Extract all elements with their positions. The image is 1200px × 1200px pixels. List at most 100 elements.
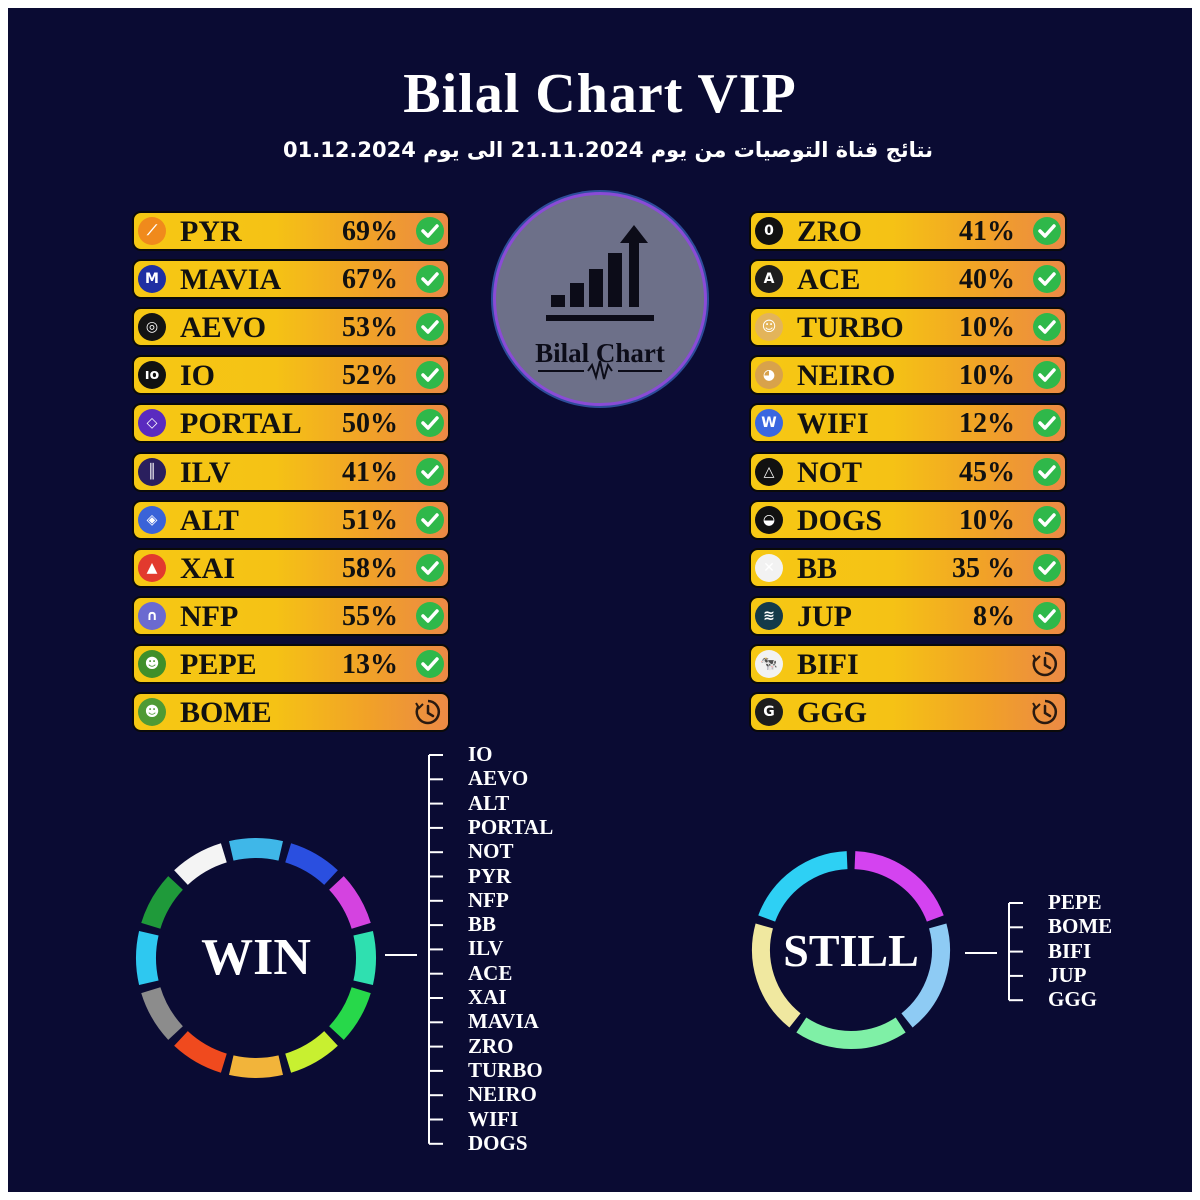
coin-name: NFP (180, 599, 239, 633)
coin-logo-icon: ✕ (755, 553, 783, 582)
coin-logo-icon: W (755, 409, 783, 438)
check-icon (416, 361, 444, 390)
win-label: WIN (201, 929, 311, 986)
coin-percent: 10% (959, 360, 1015, 392)
coin-row-wifi: W WIFI 12% (749, 403, 1067, 444)
coin-name: WIFI (797, 407, 869, 441)
coin-logo-icon: ☻ (138, 698, 166, 726)
win-ring (136, 838, 376, 1078)
page-subtitle: نتائج قناة التوصيات من يوم 21.11.2024 ال… (283, 138, 933, 162)
coin-row-bifi: 🐄 BIFI (749, 643, 1067, 684)
coin-logo-icon: G (755, 698, 783, 726)
coin-logo-icon: ◈ (138, 505, 166, 534)
ring-segment (758, 851, 848, 922)
check-icon (1033, 553, 1061, 582)
still-tree-bracket (965, 902, 1023, 1002)
coin-name: PORTAL (180, 407, 302, 441)
coin-name: ACE (797, 263, 861, 297)
coin-name: NEIRO (797, 359, 896, 393)
coin-percent: 52% (342, 360, 398, 392)
check-icon (1033, 601, 1061, 630)
coin-logo-icon: ∩ (138, 601, 166, 630)
coin-percent: 55% (342, 600, 398, 632)
coin-name: ILV (180, 455, 231, 489)
coin-logo-icon: ≋ (755, 601, 783, 630)
coin-name: TURBO (797, 311, 904, 345)
coin-row-mavia: M MAVIA 67% (132, 259, 450, 300)
coin-name: BOME (180, 696, 272, 729)
coin-name: GGG (797, 696, 868, 729)
coin-name: PYR (180, 215, 242, 248)
tree-item-io: IO (468, 742, 493, 766)
coin-row-dogs: ◒ DOGS 10% (749, 499, 1067, 540)
coin-name: XAI (180, 551, 236, 585)
check-icon (416, 217, 444, 245)
coin-logo-icon: ◇ (138, 409, 166, 438)
tree-item-turbo: TURBO (468, 1057, 543, 1082)
coin-percent: 53% (342, 312, 398, 344)
clock-pending-icon (1031, 698, 1059, 726)
tree-item-portal: PORTAL (468, 814, 554, 839)
coin-row-bb: ✕ BB 35 % (749, 547, 1067, 588)
coin-row-portal: ◇ PORTAL 50% (132, 403, 450, 444)
coin-row-ace: A ACE 40% (749, 259, 1067, 300)
check-icon (416, 505, 444, 534)
check-icon (1033, 409, 1061, 438)
check-icon (1033, 457, 1061, 486)
ring-segment (284, 1030, 338, 1073)
coin-row-pyr: ⟋ PYR 69% (132, 211, 450, 251)
tree-item-xai: XAI (468, 985, 507, 1009)
coin-percent: 41% (959, 216, 1015, 247)
coin-row-jup: ≋ JUP 8% (749, 595, 1067, 636)
tree-item-mavia: MAVIA (468, 1009, 539, 1034)
coin-row-turbo: ☺ TURBO 10% (749, 307, 1067, 348)
coin-logo-icon: ║ (138, 457, 166, 486)
check-icon (1033, 217, 1061, 245)
check-icon (416, 409, 444, 438)
tree-item-pyr: PYR (468, 863, 512, 888)
ring-segment (174, 1030, 228, 1073)
coin-row-aevo: ◎ AEVO 53% (132, 307, 450, 348)
coin-row-alt: ◈ ALT 51% (132, 499, 450, 540)
coin-logo-icon: ◒ (755, 505, 783, 534)
check-icon (416, 313, 444, 342)
check-icon (416, 457, 444, 486)
ring-segment (284, 843, 338, 886)
check-icon (416, 649, 444, 678)
coin-row-ilv: ║ ILV 41% (132, 451, 450, 492)
coin-row-not: △ NOT 45% (749, 451, 1067, 492)
check-icon (416, 601, 444, 630)
ring-segment (136, 931, 159, 985)
ring-segment (796, 1017, 906, 1049)
coin-name: IO (180, 359, 216, 393)
coin-row-io: ıo IO 52% (132, 355, 450, 396)
ring-segment (141, 986, 184, 1040)
ring-segment (229, 1055, 283, 1078)
ring-segment (141, 876, 184, 930)
coin-logo-icon: ☻ (138, 649, 166, 678)
coin-percent: 10% (959, 312, 1015, 344)
coin-percent: 41% (342, 456, 398, 488)
coin-logo-icon: ıo (138, 361, 166, 390)
check-icon (1033, 313, 1061, 342)
tree-item-zro: ZRO (468, 1033, 514, 1058)
coin-percent: 50% (342, 408, 398, 440)
clock-pending-icon (1031, 650, 1059, 678)
coin-logo-icon: ▲ (138, 553, 166, 582)
coin-logo-icon: ⟋ (138, 217, 166, 245)
tree-item-ggg: GGG (1048, 987, 1098, 1012)
coin-logo-icon: ◕ (755, 361, 783, 390)
check-icon (1033, 361, 1061, 390)
coin-row-bome: ☻ BOME (132, 692, 450, 732)
ring-segment (353, 931, 376, 985)
coin-name: PEPE (180, 647, 257, 681)
page-title: Bilal Chart VIP (403, 63, 797, 125)
ring-segment (328, 876, 371, 930)
clock-pending-icon (414, 698, 442, 726)
ring-segment (854, 851, 944, 922)
coin-name: NOT (797, 455, 863, 489)
coin-percent: 58% (342, 552, 398, 584)
still-ring (752, 851, 950, 1049)
ring-segment (901, 923, 950, 1028)
bilal-chart-brand: Bilal Chart (535, 338, 665, 368)
